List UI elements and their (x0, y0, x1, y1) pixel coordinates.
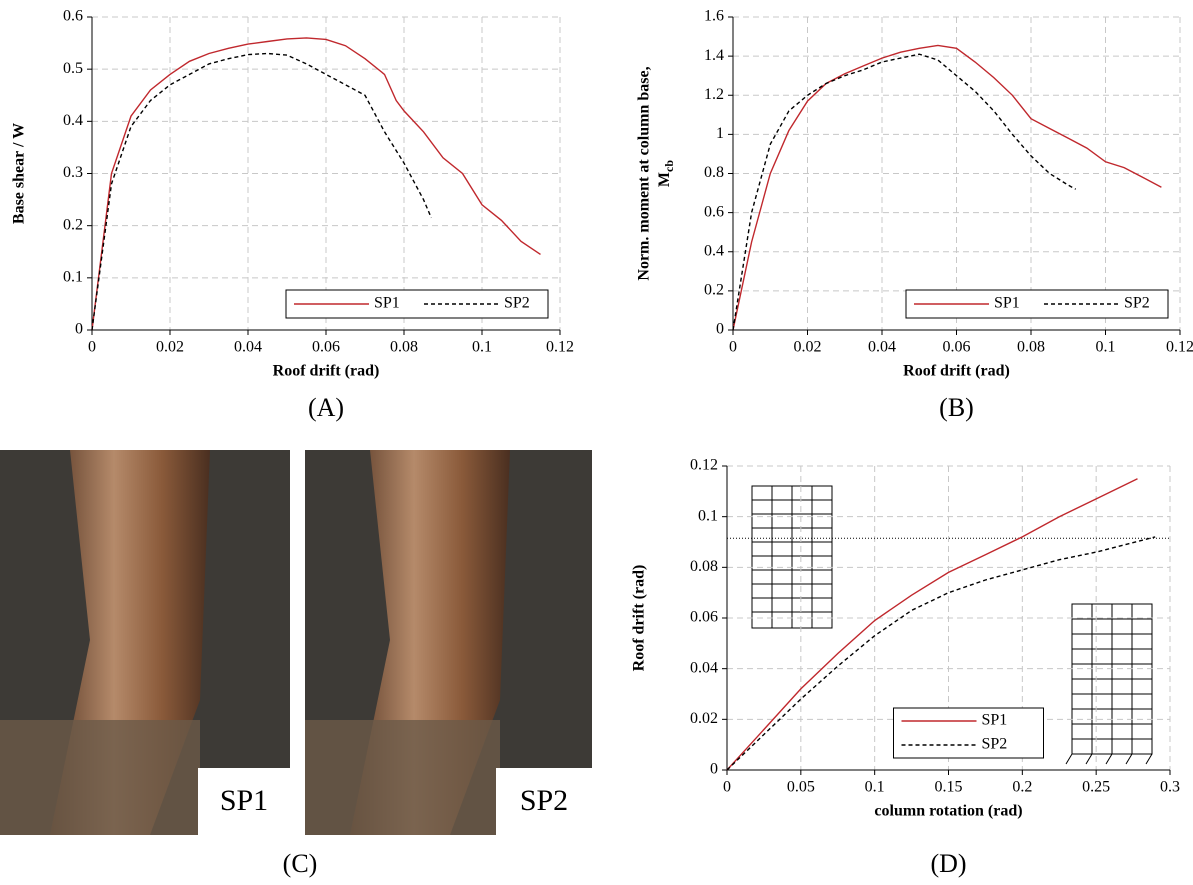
photo-label: SP2 (520, 784, 568, 817)
frame-icons (751, 485, 1153, 765)
x-tick-label: 0 (88, 339, 96, 356)
y-tick-label: 0.3 (63, 164, 83, 181)
series-line (91, 37, 541, 331)
legend-label: SP1 (994, 295, 1020, 312)
y-tick-label: 0.1 (63, 269, 83, 286)
frame-icon-grid (1065, 604, 1153, 765)
y-tick-label: 0.2 (704, 282, 724, 299)
series-line (726, 478, 1138, 771)
y-tick-label: 0.8 (704, 164, 724, 181)
y-axis-title: Norm. moment at column base, (636, 66, 653, 280)
photo-label-box (496, 768, 592, 835)
legend-box (893, 707, 1044, 759)
y-tick-label: 0 (710, 761, 718, 778)
y-tick-label: 0.08 (690, 558, 718, 575)
x-axis-title: column rotation (rad) (874, 803, 1022, 820)
photo-panel: SP1 SP2 (C) (0, 450, 592, 878)
x-tick-label: 0.1 (1096, 339, 1116, 356)
x-tick-label: 0.25 (1082, 779, 1110, 796)
y-tick-label: 0.1 (698, 507, 718, 524)
y-tick-label: 0.4 (63, 112, 83, 129)
panel-caption: (A) (308, 393, 344, 422)
y-tick-label: 0.04 (690, 659, 718, 676)
series-line (732, 53, 1077, 331)
x-axis-title: Roof drift (rad) (273, 363, 380, 380)
y-tick-label: 1.2 (704, 86, 724, 103)
y-axis-title: Base shear / W (11, 123, 28, 224)
legend-label: SP2 (504, 295, 530, 312)
x-tick-label: 0 (723, 779, 731, 796)
frame-icon-grid (752, 486, 832, 628)
x-tick-label: 0.02 (156, 339, 184, 356)
y-tick-label: 0 (75, 321, 83, 338)
x-tick-label: 0.05 (787, 779, 815, 796)
y-axis-symbol: Mcb (656, 160, 676, 187)
y-tick-label: 0.02 (690, 710, 718, 727)
x-axis-title: Roof drift (rad) (903, 363, 1010, 380)
x-tick-label: 0.04 (868, 339, 896, 356)
panel-caption: (B) (939, 393, 974, 422)
photo-label: SP1 (220, 784, 268, 817)
y-axis-symbol-main: M (656, 172, 673, 187)
legend-label: SP1 (982, 712, 1008, 729)
x-tick-label: 0.15 (935, 779, 963, 796)
y-tick-label: 0.4 (704, 242, 724, 259)
photo-label-box (198, 768, 290, 835)
x-tick-label: 0.06 (312, 339, 340, 356)
y-tick-label: 1.4 (704, 47, 724, 64)
y-tick-label: 0.06 (690, 609, 718, 626)
y-tick-label: 0.6 (63, 8, 83, 25)
x-tick-label: 0.02 (794, 339, 822, 356)
legend-label: SP2 (982, 736, 1008, 753)
y-tick-label: 1.6 (704, 8, 724, 25)
y-tick-label: 0.2 (63, 216, 83, 233)
y-tick-label: 1 (716, 125, 724, 142)
y-tick-label: 0.12 (690, 457, 718, 474)
legend-label: SP2 (1124, 295, 1150, 312)
legend-label: SP1 (374, 295, 400, 312)
x-tick-label: 0.3 (1160, 779, 1180, 796)
x-tick-label: 0.04 (234, 339, 262, 356)
photo-base (0, 720, 200, 835)
x-tick-label: 0.12 (546, 339, 574, 356)
x-tick-label: 0.06 (943, 339, 971, 356)
y-axis-symbol-sub: cb (662, 160, 676, 172)
y-tick-label: 0.6 (704, 203, 724, 220)
x-tick-label: 0.12 (1166, 339, 1193, 356)
x-tick-label: 0.08 (390, 339, 418, 356)
panel-caption: (C) (283, 849, 318, 878)
series-line (732, 44, 1162, 331)
photo-base (305, 720, 500, 835)
x-tick-label: 0.1 (865, 779, 885, 796)
y-axis-title: Roof drift (rad) (631, 565, 648, 672)
x-tick-label: 0.08 (1017, 339, 1045, 356)
series-line (91, 52, 432, 331)
x-tick-label: 0.1 (472, 339, 492, 356)
x-tick-label: 0 (729, 339, 737, 356)
y-tick-label: 0.5 (63, 60, 83, 77)
y-tick-label: 0 (716, 321, 724, 338)
panel-caption: (D) (930, 849, 966, 878)
series-line (726, 536, 1156, 771)
x-tick-label: 0.2 (1012, 779, 1032, 796)
